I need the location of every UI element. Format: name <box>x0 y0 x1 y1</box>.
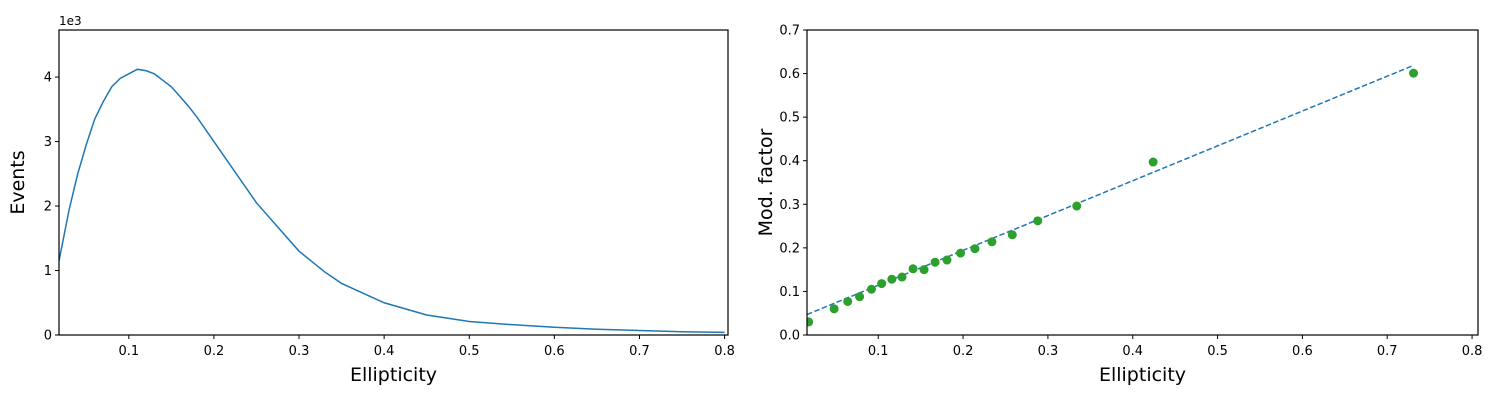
x-tick-label: 0.7 <box>1377 344 1398 359</box>
subplot: 0.1 0.2 0.3 0.4 0.5 0.6 0.7 0.8 0.0 0.1 0.2 0.3 0.4 0… <box>755 24 1482 387</box>
scatter-point <box>897 272 907 282</box>
axes-frame <box>58 29 729 336</box>
x-tick-label: 0.3 <box>289 344 310 359</box>
scatter-point <box>930 257 940 267</box>
y-axis-label: Events <box>7 150 29 214</box>
x-tick-label: 0.8 <box>714 344 735 359</box>
y-tick-label: 0.0 <box>779 329 800 344</box>
scatter-point <box>855 292 865 302</box>
scatter-point <box>877 279 887 289</box>
scatter-point <box>970 244 980 254</box>
y-tick-label: 0.4 <box>779 154 800 169</box>
y-tick-label: 0.3 <box>779 198 800 213</box>
scatter-point <box>987 237 997 247</box>
y-tick-label: 0 <box>44 329 52 344</box>
y-tick-label: 2 <box>44 200 52 215</box>
y-tick-label: 4 <box>44 71 52 86</box>
y-tick-label: 0.1 <box>779 285 800 300</box>
scatter-point <box>1007 230 1017 240</box>
y-tick-label: 0.5 <box>779 111 800 126</box>
x-tick-label: 0.3 <box>1038 344 1059 359</box>
x-tick-label: 0.5 <box>1207 344 1228 359</box>
scatter-point <box>956 248 966 258</box>
scatter-point <box>919 265 929 275</box>
scatter-point <box>887 274 897 284</box>
y-tick-label: 0.6 <box>779 67 800 82</box>
scatter-point <box>843 296 853 306</box>
y-tick-label: 0.7 <box>779 24 800 39</box>
scatter-point <box>1148 157 1158 167</box>
fit-line <box>807 65 1413 316</box>
y-tick-label: 3 <box>44 135 52 150</box>
scatter-point <box>829 304 839 314</box>
x-tick-label: 0.4 <box>374 344 395 359</box>
x-tick-label: 0.4 <box>1122 344 1143 359</box>
x-tick-label: 0.6 <box>544 344 565 359</box>
x-tick-label: 0.1 <box>868 344 889 359</box>
scatter-point <box>1409 68 1419 78</box>
scatter-point <box>866 284 876 294</box>
x-tick-label: 0.2 <box>204 344 225 359</box>
plot-area <box>807 65 1419 327</box>
subplot: 0.1 0.2 0.3 0.4 0.5 0.6 0.7 0.8 0 1 2 3 4 Ellipticity… <box>7 14 735 386</box>
y-tick-label: 0.2 <box>779 241 800 256</box>
offset-label: 1e3 <box>59 14 82 28</box>
data-line <box>59 68 725 334</box>
y-tick-label: 1 <box>44 264 52 279</box>
y-axis-label: Mod. factor <box>755 128 777 236</box>
scatter-point <box>1072 201 1082 211</box>
scatter-point <box>807 317 814 327</box>
x-axis-label: Ellipticity <box>350 364 437 386</box>
x-tick-label: 0.8 <box>1462 344 1483 359</box>
scatter-point <box>942 255 952 265</box>
plot-area <box>59 68 725 334</box>
x-tick-label: 0.1 <box>118 344 139 359</box>
x-tick-label: 0.2 <box>953 344 974 359</box>
x-axis-label: Ellipticity <box>1099 364 1186 386</box>
scatter-point <box>1033 216 1043 226</box>
axes-frame <box>806 29 1479 336</box>
x-tick-label: 0.6 <box>1292 344 1313 359</box>
x-tick-label: 0.5 <box>459 344 480 359</box>
x-tick-label: 0.7 <box>629 344 650 359</box>
scatter-point <box>908 264 918 274</box>
